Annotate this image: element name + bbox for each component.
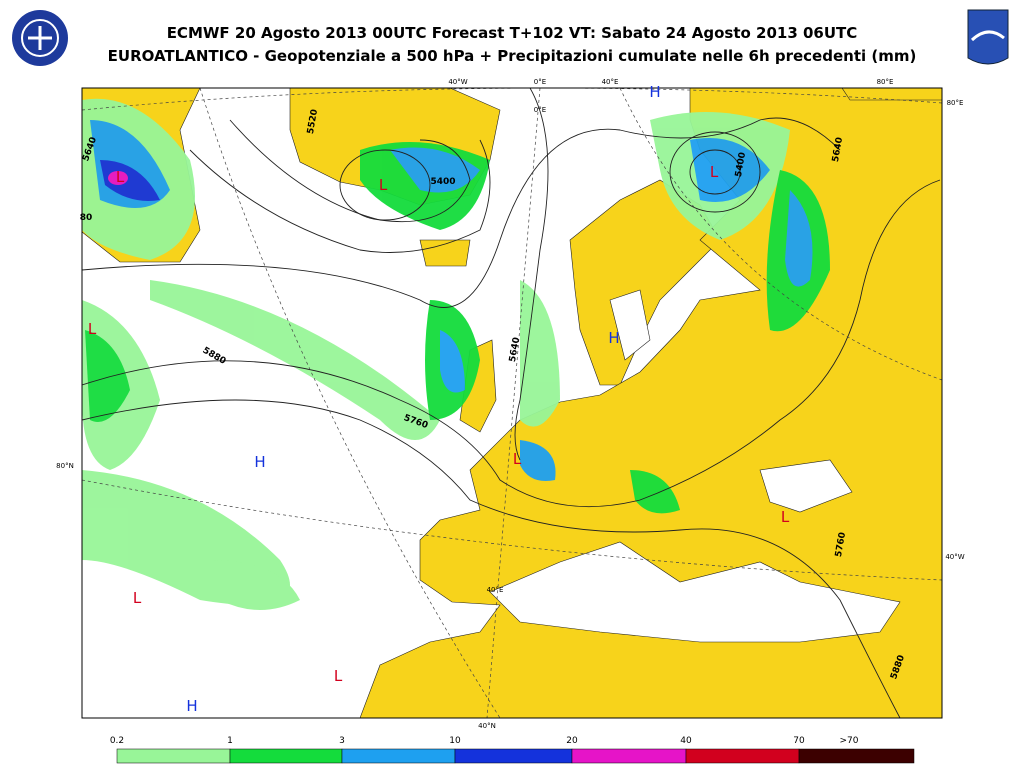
- grid-label: 80°E: [947, 99, 964, 107]
- title: ECMWF 20 Agosto 2013 00UTC Forecast T+10…: [167, 24, 858, 42]
- legend-swatch: [116, 748, 231, 764]
- legend-swatch: [341, 748, 456, 764]
- contour-label: 5640: [508, 336, 522, 362]
- legend-label: 10: [449, 736, 461, 746]
- grid-label: 40°E: [487, 586, 504, 594]
- legend-swatch: [571, 748, 687, 764]
- map-frame: [81, 87, 943, 719]
- contour-label: 80: [80, 213, 93, 223]
- legend-swatch: [454, 748, 573, 764]
- legend-label: 3: [339, 736, 345, 746]
- legend: 0.2 1 3 10 20 40 70 >70: [110, 736, 915, 764]
- legend-label: >70: [840, 736, 859, 746]
- grid-label: 40°W: [448, 78, 467, 86]
- pressure-center: L: [513, 450, 522, 468]
- pressure-center: L: [379, 176, 388, 194]
- grid-label: 0°E: [534, 78, 546, 86]
- pressure-center: H: [254, 453, 265, 471]
- pressure-center: L: [116, 168, 125, 186]
- grid-label: 40°N: [478, 722, 496, 730]
- contour-label: 5400: [734, 151, 748, 177]
- pressure-center: H: [186, 697, 197, 715]
- legend-swatch: [685, 748, 800, 764]
- pressure-center: L: [781, 508, 790, 526]
- legend-swatch: [229, 748, 343, 764]
- pressure-center: L: [334, 667, 343, 685]
- legend-label: 40: [680, 736, 692, 746]
- legend-label: 1: [227, 736, 233, 746]
- grid-label: 40°W: [945, 553, 964, 561]
- subtitle: EUROATLANTICO - Geopotenziale a 500 hPa …: [108, 47, 917, 65]
- pressure-center: H: [608, 329, 619, 347]
- contour-label: 5760: [834, 531, 848, 557]
- legend-swatch: [798, 748, 915, 764]
- map: [82, 88, 942, 718]
- logo-right: [967, 9, 1009, 65]
- legend-label: 20: [566, 736, 578, 746]
- legend-label: 70: [793, 736, 805, 746]
- pressure-center: L: [88, 320, 97, 338]
- contour-label: 5640: [831, 136, 845, 162]
- pressure-center: H: [649, 83, 660, 101]
- legend-label: 0.2: [110, 736, 124, 746]
- grid-label: 40°E: [602, 78, 619, 86]
- contour-label: 5400: [430, 177, 455, 187]
- contour-label: 5520: [306, 108, 320, 134]
- grid-label: 80°E: [877, 78, 894, 86]
- grid-label: 80°N: [56, 462, 74, 470]
- pressure-center: L: [710, 163, 719, 181]
- logo-left: [12, 10, 68, 66]
- grid-label: 0°E: [534, 106, 546, 114]
- pressure-center: L: [133, 589, 142, 607]
